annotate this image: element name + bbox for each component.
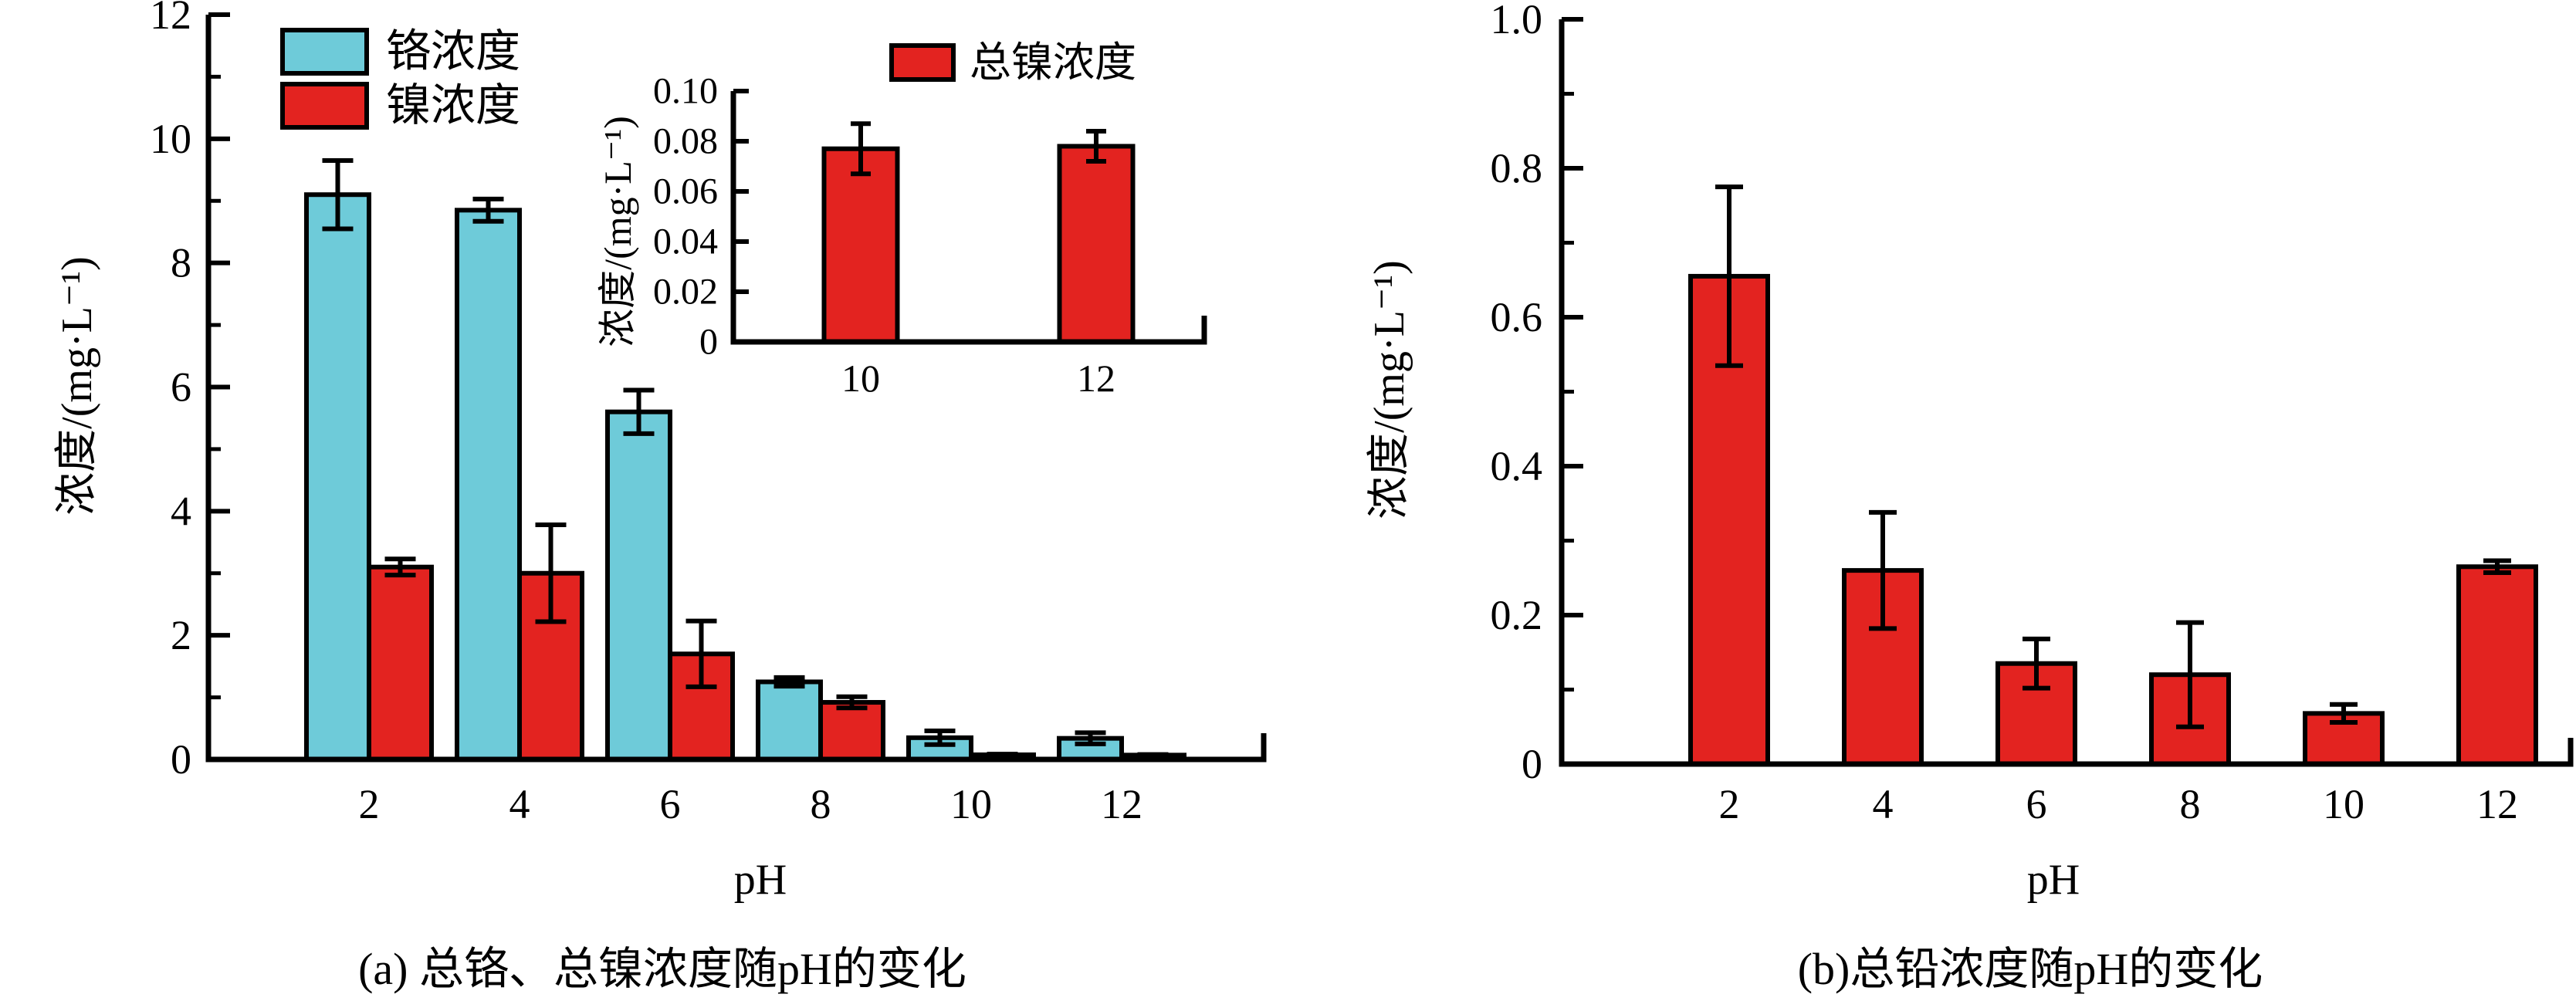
bar-a-main-s0-ph4: [455, 208, 522, 762]
ytick-label-a-main-0: 0: [171, 736, 191, 783]
ytick-label-b-5: 1.0: [1491, 0, 1543, 42]
ytick-label-b-0: 0: [1522, 741, 1542, 787]
xtick-label-a-main-4: 4: [509, 781, 530, 827]
xlabel-a-main: pH: [734, 856, 787, 904]
legend-item-nickel: 镍浓度: [280, 82, 520, 130]
xtick-label-b-8: 8: [2180, 781, 2201, 827]
nickel-swatch: [280, 82, 369, 130]
bar-a-inset-s0-ph12: [1057, 144, 1136, 344]
error-bar-b-s0-ph4: [1869, 509, 1897, 631]
bar-b-s0-ph12: [2456, 564, 2538, 767]
xtick-label-b-4: 4: [1873, 781, 1894, 827]
error-bar-b-s0-ph6: [2023, 636, 2050, 691]
xlabel-b: pH: [2027, 856, 2080, 904]
xtick-label-a-main-8: 8: [811, 781, 831, 827]
nickel-legend-label: 镍浓度: [386, 80, 521, 130]
error-bar-b-s0-ph10: [2330, 702, 2358, 725]
error-bar-b-s0-ph2: [1715, 184, 1743, 368]
error-bar-a-inset-s0-ph10: [851, 121, 871, 177]
ytick-label-a-inset-5: 0.10: [653, 71, 718, 112]
error-bar-a-main-s0-ph2: [322, 157, 354, 232]
ytick-label-a-inset-1: 0.02: [653, 272, 718, 313]
xtick-label-a-inset-12: 12: [1077, 357, 1115, 400]
bar-a-main-s1-ph2: [367, 564, 434, 762]
xtick-label-b-6: 6: [2026, 781, 2047, 827]
chart-a-inset: 0 0.02 0.04 0.06 0.08 0.10 10 12 浓度/(mg·L⁻¹): [596, 71, 1207, 400]
ytick-label-a-main-4: 8: [171, 240, 191, 286]
bar-a-main-s0-ph6: [605, 409, 672, 763]
legend-item-total-nickel: 总镍浓度: [889, 42, 1136, 83]
xtick-label-a-main-10: 10: [950, 781, 992, 827]
error-bar-a-main-s1-ph8: [836, 694, 868, 711]
ytick-label-a-main-1: 2: [171, 612, 191, 658]
xtick-label-b-12: 12: [2476, 781, 2518, 827]
bar-b-s0-ph10: [2303, 711, 2385, 767]
ytick-label-a-inset-3: 0.06: [653, 171, 718, 212]
ytick-label-b-2: 0.4: [1491, 443, 1543, 489]
ytick-label-a-main-3: 6: [171, 364, 191, 411]
ytick-label-a-inset-4: 0.08: [653, 121, 718, 162]
bar-a-inset-s0-ph10: [821, 146, 900, 344]
error-bar-a-main-s1-ph12: [1137, 752, 1169, 759]
bar-a-main-s0-ph2: [304, 192, 371, 763]
xtick-label-a-main-2: 2: [359, 781, 380, 827]
chromium-legend-label: 铬浓度: [386, 26, 521, 76]
error-bar-a-main-s0-ph4: [472, 196, 504, 224]
chart-b: 0 0.2 0.4 0.6 0.8 1.0 2 4 6 8 10 12 浓度/(mg·L⁻¹) pH: [1366, 0, 2574, 904]
error-bar-a-inset-s0-ph12: [1086, 129, 1106, 164]
error-bar-a-main-s0-ph6: [623, 387, 655, 436]
chart-a-main: 0 2 4 6 8 10 12 2 4 6 8 10 12 浓度/(mg·L⁻¹) pH: [53, 0, 1267, 904]
ylabel-a-main: 浓度/(mg·L⁻¹): [53, 256, 101, 516]
ylabel-b: 浓度/(mg·L⁻¹): [1366, 260, 1413, 519]
total-nickel-swatch: [889, 43, 956, 82]
xtick-label-a-inset-10: 10: [841, 357, 880, 400]
error-bar-a-main-s1-ph10: [987, 752, 1018, 758]
xtick-label-a-main-12: 12: [1101, 781, 1142, 827]
error-bar-a-main-s1-ph2: [384, 556, 416, 578]
legend-inset: 总镍浓度: [889, 42, 1136, 83]
bar-a-main-s1-ph8: [818, 700, 885, 762]
caption-a: (a) 总铬、总镍浓度随pH的变化: [358, 944, 966, 994]
bar-a-main-s0-ph8: [756, 679, 823, 763]
legend-item-chromium: 铬浓度: [280, 28, 520, 76]
ytick-label-a-main-6: 12: [150, 0, 191, 38]
ytick-label-b-1: 0.2: [1491, 592, 1543, 638]
error-bar-b-s0-ph12: [2483, 558, 2511, 575]
error-bar-b-s0-ph8: [2176, 620, 2204, 729]
xtick-label-b-10: 10: [2323, 781, 2364, 827]
ytick-label-b-3: 0.6: [1491, 294, 1543, 340]
error-bar-a-main-s1-ph6: [685, 618, 717, 689]
ylabel-a-inset: 浓度/(mg·L⁻¹): [596, 116, 639, 347]
ytick-label-a-main-2: 4: [171, 488, 191, 534]
ytick-label-a-main-5: 10: [150, 116, 191, 162]
legend-chart-a: 铬浓度 镍浓度: [280, 28, 520, 130]
error-bar-a-main-s0-ph10: [924, 729, 956, 747]
ytick-label-b-4: 0.8: [1491, 145, 1543, 191]
xtick-label-a-main-6: 6: [660, 781, 681, 827]
error-bar-a-main-s0-ph8: [773, 675, 805, 689]
caption-b: (b)总铅浓度随pH的变化: [1797, 944, 2263, 994]
ytick-label-a-inset-2: 0.04: [653, 222, 718, 262]
error-bar-a-main-s0-ph12: [1075, 730, 1106, 746]
ytick-label-a-inset-0: 0: [699, 322, 718, 363]
xtick-label-b-2: 2: [1719, 781, 1740, 827]
chromium-swatch: [280, 28, 369, 76]
axis-a-inset: [730, 91, 1207, 345]
error-bar-a-main-s1-ph4: [535, 522, 567, 624]
total-nickel-legend-label: 总镍浓度: [970, 39, 1136, 86]
